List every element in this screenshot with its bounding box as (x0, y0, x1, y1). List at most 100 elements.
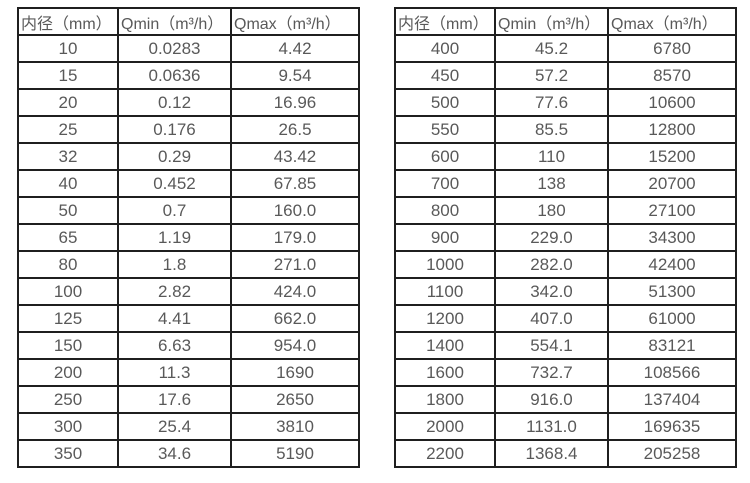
table-cell: 205258 (607, 439, 737, 468)
table-cell: 229.0 (494, 223, 609, 252)
table-cell: 550 (394, 115, 496, 144)
table-cell: 350 (17, 439, 119, 468)
table-row: 500 77.6 10600 (394, 88, 737, 117)
table-cell: 77.6 (494, 88, 609, 117)
table-cell: 6780 (607, 34, 737, 63)
table-row: 80 1.8 271.0 (17, 250, 360, 279)
table-row: 550 85.5 12800 (394, 115, 737, 144)
table-cell: 1600 (394, 358, 496, 387)
table-row: 150 6.63 954.0 (17, 331, 360, 360)
table-cell: 11.3 (117, 358, 232, 387)
table-cell: 9.54 (230, 61, 360, 90)
table-cell: 27100 (607, 196, 737, 225)
table-cell: 10600 (607, 88, 737, 117)
table-cell: 15 (17, 61, 119, 90)
table-cell: 51300 (607, 277, 737, 306)
table-cell: 20 (17, 88, 119, 117)
table-cell: 2200 (394, 439, 496, 468)
table-cell: 0.176 (117, 115, 232, 144)
flow-table-small-diameter: 内径（mm） Qmin（m³/h） Qmax（m³/h） 10 0.0283 4.42 1… (17, 7, 360, 468)
table-cell: 180 (494, 196, 609, 225)
table-header-row: 内径（mm） Qmin（m³/h） Qmax（m³/h） (17, 7, 360, 36)
table-cell: 1368.4 (494, 439, 609, 468)
table-cell: 17.6 (117, 385, 232, 414)
table-cell: 1200 (394, 304, 496, 333)
table-row: 32 0.29 43.42 (17, 142, 360, 171)
table-cell: 342.0 (494, 277, 609, 306)
table-row: 200 11.3 1690 (17, 358, 360, 387)
table-row: 10 0.0283 4.42 (17, 34, 360, 63)
table-cell: 407.0 (494, 304, 609, 333)
table-cell: 2650 (230, 385, 360, 414)
table-row: 1600 732.7 108566 (394, 358, 737, 387)
header-cell: Qmin（m³/h） (117, 7, 232, 36)
table-cell: 662.0 (230, 304, 360, 333)
table-cell: 138 (494, 169, 609, 198)
table-row: 1000 282.0 42400 (394, 250, 737, 279)
table-cell: 8570 (607, 61, 737, 90)
table-cell: 42400 (607, 250, 737, 279)
table-cell: 282.0 (494, 250, 609, 279)
table-cell: 65 (17, 223, 119, 252)
header-cell: Qmax（m³/h） (230, 7, 360, 36)
table-cell: 554.1 (494, 331, 609, 360)
table-cell: 1800 (394, 385, 496, 414)
tables-container: 内径（mm） Qmin（m³/h） Qmax（m³/h） 10 0.0283 4.42 1… (17, 7, 737, 468)
table-cell: 34.6 (117, 439, 232, 468)
table-cell: 400 (394, 34, 496, 63)
table-cell: 0.0283 (117, 34, 232, 63)
table-cell: 40 (17, 169, 119, 198)
table-cell: 10 (17, 34, 119, 63)
table-cell: 900 (394, 223, 496, 252)
table-cell: 2.82 (117, 277, 232, 306)
table-cell: 160.0 (230, 196, 360, 225)
table-row: 20 0.12 16.96 (17, 88, 360, 117)
table-cell: 85.5 (494, 115, 609, 144)
table-cell: 4.42 (230, 34, 360, 63)
table-cell: 15200 (607, 142, 737, 171)
table-cell: 5190 (230, 439, 360, 468)
table-row: 900 229.0 34300 (394, 223, 737, 252)
flow-table-large-diameter: 内径（mm） Qmin（m³/h） Qmax（m³/h） 400 45.2 6780 45… (394, 7, 737, 468)
table-cell: 137404 (607, 385, 737, 414)
table-row: 250 17.6 2650 (17, 385, 360, 414)
table-cell: 83121 (607, 331, 737, 360)
table-cell: 800 (394, 196, 496, 225)
table-cell: 32 (17, 142, 119, 171)
table-row: 800 180 27100 (394, 196, 737, 225)
table-cell: 45.2 (494, 34, 609, 63)
table-cell: 150 (17, 331, 119, 360)
table-cell: 16.96 (230, 88, 360, 117)
table-cell: 0.12 (117, 88, 232, 117)
table-cell: 700 (394, 169, 496, 198)
table-row: 125 4.41 662.0 (17, 304, 360, 333)
table-cell: 0.29 (117, 142, 232, 171)
header-cell: 内径（mm） (394, 7, 496, 36)
table-cell: 125 (17, 304, 119, 333)
table-cell: 0.7 (117, 196, 232, 225)
table-cell: 108566 (607, 358, 737, 387)
table-cell: 12800 (607, 115, 737, 144)
table-row: 300 25.4 3810 (17, 412, 360, 441)
table-cell: 61000 (607, 304, 737, 333)
table-cell: 450 (394, 61, 496, 90)
table-cell: 26.5 (230, 115, 360, 144)
table-row: 2200 1368.4 205258 (394, 439, 737, 468)
table-row: 2000 1131.0 169635 (394, 412, 737, 441)
table-cell: 169635 (607, 412, 737, 441)
table-row: 1400 554.1 83121 (394, 331, 737, 360)
table-cell: 25 (17, 115, 119, 144)
table-cell: 954.0 (230, 331, 360, 360)
table-cell: 67.85 (230, 169, 360, 198)
table-header-row: 内径（mm） Qmin（m³/h） Qmax（m³/h） (394, 7, 737, 36)
table-row: 600 110 15200 (394, 142, 737, 171)
table-cell: 1400 (394, 331, 496, 360)
table-row: 50 0.7 160.0 (17, 196, 360, 225)
table-row: 350 34.6 5190 (17, 439, 360, 468)
table-cell: 424.0 (230, 277, 360, 306)
table-cell: 500 (394, 88, 496, 117)
table-row: 40 0.452 67.85 (17, 169, 360, 198)
table-row: 1100 342.0 51300 (394, 277, 737, 306)
table-row: 1200 407.0 61000 (394, 304, 737, 333)
